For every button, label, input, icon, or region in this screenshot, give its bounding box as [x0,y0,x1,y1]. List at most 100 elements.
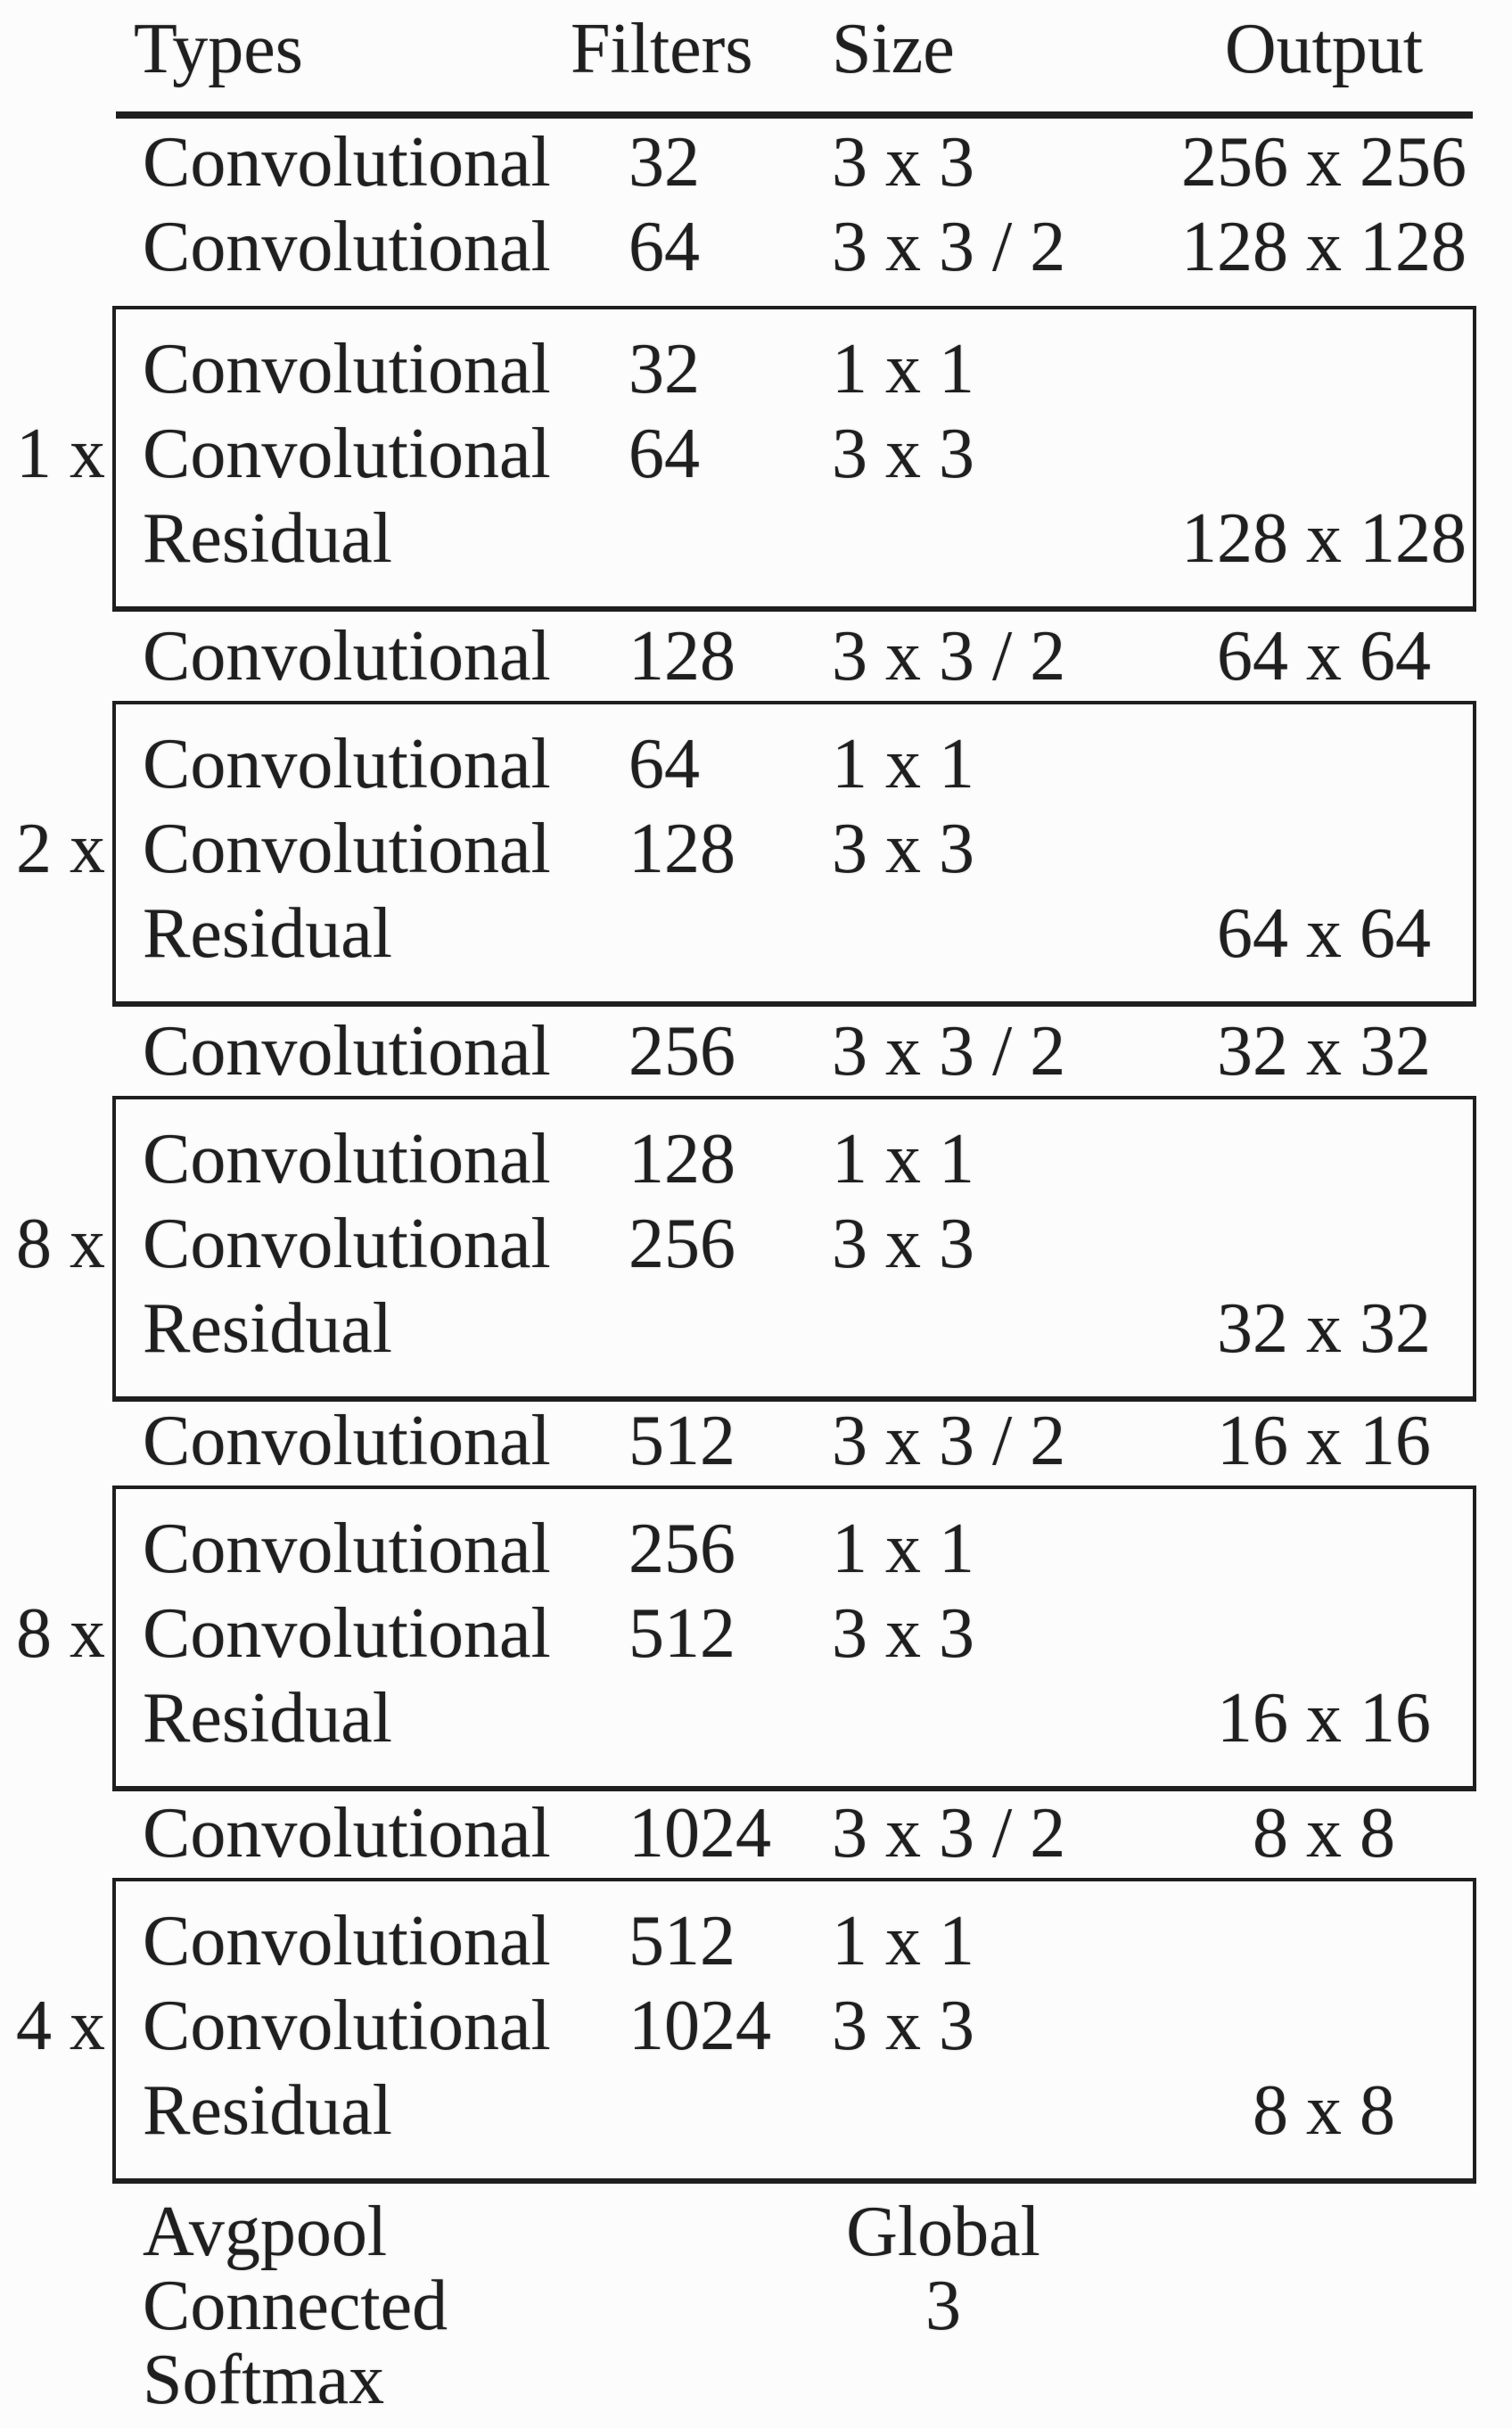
layer-type: Convolutional [143,725,551,803]
layer-output: 256 x 256 [1181,123,1467,202]
conv-layer-row: Convolutional 64 1 x 1 [116,728,1473,800]
block-repeat-label: 2 x [16,810,105,888]
conv-layer-row: Convolutional 32 3 x 3 256 x 256 [116,127,1471,198]
layer-size: 3 x 3 [832,1594,974,1673]
layer-size: 1 x 1 [832,1510,974,1588]
layer-output [1105,728,1471,800]
layer-size: 3 x 3 [832,1205,974,1283]
layer-filters: 512 [629,1902,735,1980]
residual-block: 2 x Convolutional 64 1 x 1 Convolutional… [16,701,1476,1007]
layer-output [1105,813,1471,885]
conv-layer-row: Convolutional 1024 3 x 3 [116,1990,1473,2062]
layer-type: Convolutional [143,330,551,408]
layer-size: 3 x 3 / 2 [832,1012,1066,1091]
header-divider [116,111,1473,119]
column-header-output: Output [1224,10,1424,88]
layer-type: Convolutional [143,208,551,286]
residual-block: 8 x Convolutional 128 1 x 1 Convolutiona… [16,1096,1476,1402]
layer-filters [553,2196,811,2268]
layer-size: 3 x 3 / 2 [832,617,1066,695]
layer-size [811,503,1105,574]
connected-row: Connected 3 [116,2270,1471,2342]
block-repeat-label: 1 x [16,415,105,493]
layer-type: Convolutional [143,1902,551,1980]
layer-output: 64 x 64 [1217,894,1431,973]
layer-size [811,1293,1105,1364]
layer-type: Convolutional [143,1510,551,1588]
layer-filters [553,898,811,969]
block-repeat-label: 8 x [16,1205,105,1283]
layer-size: 1 x 1 [832,1902,974,1980]
conv-layer-row: Convolutional 128 1 x 1 [116,1123,1473,1195]
layer-filters: 32 [629,330,700,408]
layer-size: 3 x 3 [832,415,974,493]
conv-layer-row: Convolutional 512 1 x 1 [116,1905,1473,1977]
layer-type: Residual [143,1679,392,1757]
residual-layer-row: Residual 32 x 32 [116,1293,1473,1364]
layer-type: Convolutional [143,123,551,202]
residual-layer-row: Residual 64 x 64 [116,898,1473,969]
layer-type: Avgpool [143,2193,388,2271]
layer-filters: 32 [629,123,700,202]
layer-type: Connected [143,2267,448,2345]
layer-output [1105,1990,1471,2062]
layer-size [811,1683,1105,1754]
layer-output: 32 x 32 [1217,1012,1431,1091]
layer-output [1105,2344,1471,2416]
layer-size: 3 x 3 [832,810,974,888]
layer-filters [553,2344,811,2416]
layer-size: 3 x 3 / 2 [832,1402,1066,1480]
layer-output [1105,2270,1471,2342]
table-header-row: Types Filters Size Output [116,13,1471,85]
layer-filters [553,2270,811,2342]
layer-type: Convolutional [143,1205,551,1283]
layer-size [811,2075,1105,2146]
layer-size: Global [846,2193,1040,2271]
layer-size: 3 x 3 [832,123,974,202]
layer-output [1105,1208,1471,1280]
layer-filters [553,2075,811,2146]
residual-layer-row: Residual 8 x 8 [116,2075,1473,2146]
conv-layer-row: Convolutional 64 3 x 3 [116,418,1473,490]
conv-layer-row: Convolutional 64 3 x 3 / 2 128 x 128 [116,211,1471,283]
layer-size: 3 x 3 / 2 [832,208,1066,286]
conv-layer-row: Convolutional 512 3 x 3 / 2 16 x 16 [116,1405,1471,1477]
layer-filters: 256 [629,1510,735,1588]
layer-filters: 128 [629,617,735,695]
layer-type: Convolutional [143,1987,551,2065]
layer-filters [553,1293,811,1364]
layer-size [811,2344,1105,2416]
layer-filters: 64 [629,415,700,493]
layer-filters: 1024 [629,1987,771,2065]
layer-type: Residual [143,894,392,973]
layer-output [1105,1123,1471,1195]
conv-layer-row: Convolutional 1024 3 x 3 / 2 8 x 8 [116,1798,1471,1869]
softmax-row: Softmax [116,2344,1471,2416]
layer-output: 8 x 8 [1253,1794,1395,1872]
layer-filters [553,1683,811,1754]
conv-layer-row: Convolutional 512 3 x 3 [116,1598,1473,1669]
layer-type: Convolutional [143,617,551,695]
layer-output: 32 x 32 [1217,1289,1431,1368]
layer-output: 128 x 128 [1181,499,1467,578]
architecture-table-figure: Types Filters Size Output Convolutional … [16,0,1476,2416]
layer-filters [553,503,811,574]
layer-output: 16 x 16 [1217,1679,1431,1757]
block-repeat-label: 8 x [16,1594,105,1673]
avgpool-row: Avgpool Global [116,2196,1471,2268]
conv-layer-row: Convolutional 128 3 x 3 / 2 64 x 64 [116,621,1471,692]
layer-type: Residual [143,499,392,578]
layer-filters: 64 [629,208,700,286]
layer-output: 64 x 64 [1217,617,1431,695]
residual-block: 1 x Convolutional 32 1 x 1 Convolutional… [16,306,1476,612]
layer-output [1105,2196,1471,2268]
layer-filters: 512 [629,1402,735,1480]
layer-size: 3 x 3 / 2 [832,1794,1066,1872]
layer-filters: 128 [629,1120,735,1198]
layer-size: 1 x 1 [832,725,974,803]
column-header-types: Types [134,10,303,88]
layer-output [1105,1905,1471,1977]
block-repeat-label: 4 x [16,1987,105,2065]
layer-size: 3 x 3 [832,1987,974,2065]
layer-output [1105,333,1471,405]
